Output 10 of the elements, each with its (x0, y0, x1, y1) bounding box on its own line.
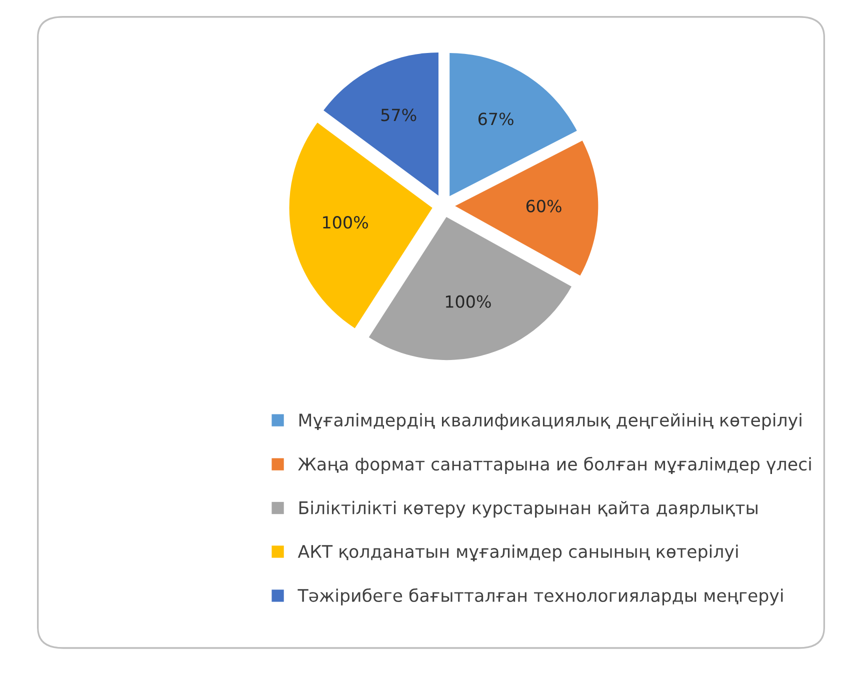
legend-label: Мұғалімдердің квалификациялық деңгейінің көтерілуі (299, 413, 802, 430)
data-label: 67% (478, 112, 514, 126)
legend-label: Тәжірибеге бағытталған технологияларды меңгеруі (298, 588, 783, 606)
data-label: 100% (323, 216, 368, 229)
legend-label: Жаңа формат санаттарына ие болған мұғалімдер үлесі (298, 456, 811, 474)
data-label: 60% (526, 200, 562, 212)
data-label: 100% (446, 295, 491, 308)
data-label: 57% (381, 108, 416, 122)
legend-label: АКТ қолданатын мұғалімдер санының көтерілуі (298, 544, 738, 562)
legend-label: Біліктілікті көтеру курстарынан қайта даярлықты (299, 500, 758, 518)
